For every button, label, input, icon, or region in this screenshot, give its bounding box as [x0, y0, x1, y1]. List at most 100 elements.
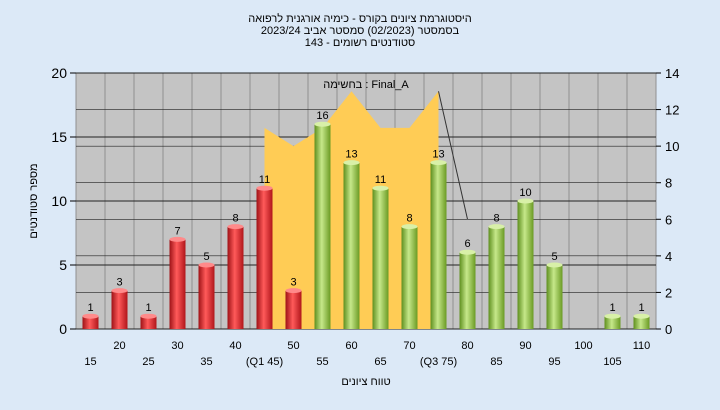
x-tick-label: 35	[200, 356, 212, 368]
bars	[82, 121, 650, 329]
x-tick-label: 85	[490, 356, 502, 368]
bar-35	[198, 265, 215, 329]
bar-15	[82, 316, 99, 329]
y-axis-right: 0 2 4 6 8 10 12 14	[656, 66, 679, 337]
x-tick-label: 105	[603, 356, 621, 368]
x-tick-label: 95	[548, 356, 560, 368]
bar-value-label: 1	[145, 302, 151, 314]
bar-cap	[459, 249, 476, 255]
bar-cap	[430, 160, 447, 166]
bar-cap	[169, 236, 186, 242]
bar-cap	[82, 313, 99, 319]
bar-110	[633, 316, 650, 329]
bar-cap	[198, 262, 215, 268]
bar-105	[604, 316, 621, 329]
x-axis: 15 20 25 30 35 40 (Q1 45) 50 55 60 65 70 (Q3 75) 80 85…	[84, 340, 650, 368]
x-tick-label: 90	[519, 340, 531, 352]
y-tick-label: 15	[51, 129, 67, 145]
bar-40	[227, 226, 244, 329]
legend-label: בחשימה : Final_A	[323, 79, 409, 91]
x-tick-label: 25	[142, 356, 154, 368]
x-tick-label: 110	[633, 340, 651, 352]
y2-tick-label: 0	[665, 322, 672, 337]
bar-60	[343, 162, 360, 329]
bar-cap	[372, 185, 389, 191]
y-axis-label: מספר סטודנטים	[28, 163, 40, 238]
bar-value-label: 6	[464, 238, 470, 250]
x-tick-label: 20	[113, 340, 125, 352]
bar-cap	[633, 313, 650, 319]
bar-value-label: 11	[375, 174, 386, 186]
bar-(Q1 45)	[256, 188, 273, 329]
y2-tick-label: 4	[665, 249, 672, 264]
bar-cap	[111, 288, 128, 294]
bar-value-label: 1	[87, 302, 93, 314]
bar-value-label: 13	[432, 149, 444, 161]
chart-title: היסטוגרמת ציונים בקורס - כימיה אורגנית ל…	[248, 12, 471, 49]
x-tick-label: 50	[287, 340, 299, 352]
y-tick-label: 20	[51, 65, 67, 81]
y2-tick-label: 12	[665, 103, 679, 118]
bar-55	[314, 124, 331, 329]
y2-tick-label: 14	[665, 66, 679, 81]
bar-value-label: 3	[116, 277, 122, 289]
bar-cap	[401, 224, 418, 230]
bar-cap	[140, 313, 157, 319]
y2-tick-label: 8	[665, 176, 672, 191]
x-tick-label: 65	[374, 356, 386, 368]
x-axis-label: טווח ציונים	[341, 376, 390, 388]
bar-cap	[546, 262, 563, 268]
title-line-1: בסמסטר (02/2023) סמסטר אביב 2023/24	[261, 25, 460, 37]
y2-tick-label: 10	[665, 139, 679, 154]
bar-value-label: 3	[290, 277, 296, 289]
bar-50	[285, 290, 302, 329]
bar-cap	[285, 288, 302, 294]
bar-30	[169, 239, 186, 329]
x-tick-label: 60	[345, 340, 357, 352]
x-tick-label: 30	[171, 340, 183, 352]
bar-(Q3 75)	[430, 162, 447, 329]
title-line-2: סטודנטים רשומים - 143	[305, 37, 416, 49]
bar-80	[459, 252, 476, 329]
y-tick-label: 0	[59, 321, 67, 337]
x-tick-label: 55	[316, 356, 328, 368]
x-tick-label: 40	[229, 340, 241, 352]
bar-85	[488, 226, 505, 329]
y2-tick-label: 6	[665, 212, 672, 227]
x-tick-label: (Q3 75)	[420, 356, 457, 368]
bar-value-label: 8	[493, 213, 499, 225]
bar-cap	[517, 198, 534, 204]
y-tick-label: 10	[51, 193, 67, 209]
bar-cap	[256, 185, 273, 191]
x-tick-label: 70	[403, 340, 415, 352]
bar-cap	[314, 121, 331, 127]
bar-90	[517, 201, 534, 329]
bar-25	[140, 316, 157, 329]
bar-95	[546, 265, 563, 329]
bar-value-label: 7	[174, 225, 180, 237]
x-tick-label: 80	[461, 340, 473, 352]
bar-value-label: 5	[203, 251, 209, 263]
bar-cap	[604, 313, 621, 319]
bar-value-label: 1	[638, 302, 644, 314]
bar-cap	[343, 160, 360, 166]
title-line-0: היסטוגרמת ציונים בקורס - כימיה אורגנית ל…	[248, 12, 471, 25]
bar-value-label: 1	[609, 302, 615, 314]
bar-value-label: 13	[345, 149, 357, 161]
x-tick-label: (Q1 45)	[246, 356, 283, 368]
bar-value-label: 10	[519, 187, 531, 199]
bar-20	[111, 290, 128, 329]
y-tick-label: 5	[59, 257, 67, 273]
x-tick-label: 15	[84, 356, 96, 368]
bar-value-label: 16	[316, 110, 328, 122]
bar-value-label: 8	[406, 213, 412, 225]
y-axis-left: 0 5 10 15 20	[51, 65, 76, 337]
area-drop-line	[438, 91, 468, 220]
bar-value-label: 8	[232, 213, 238, 225]
bar-cap	[227, 224, 244, 230]
bar-70	[401, 226, 418, 329]
x-tick-label: 100	[574, 340, 592, 352]
